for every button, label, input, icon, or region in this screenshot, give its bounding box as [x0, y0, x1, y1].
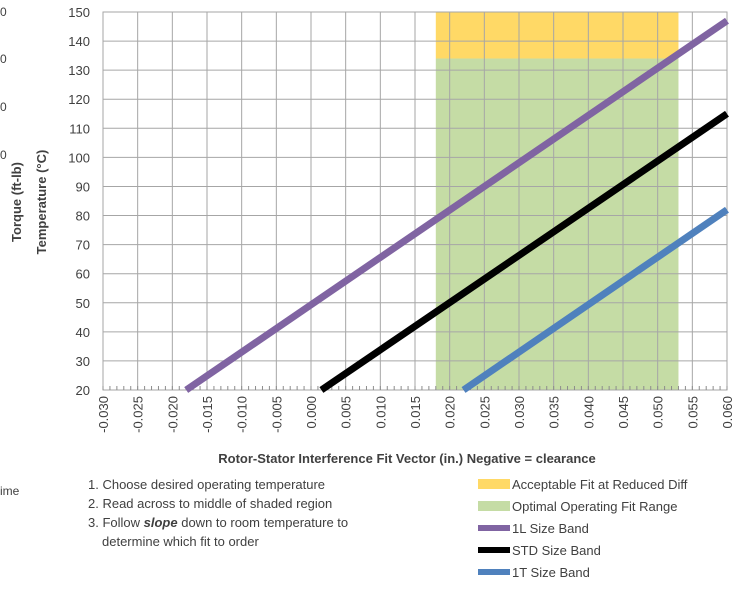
- instruction-step-3-text: 3. Follow: [88, 515, 144, 530]
- legend-label: Optimal Operating Fit Range: [512, 498, 678, 514]
- x-tick-label: 0.020: [443, 396, 458, 429]
- legend: Acceptable Fit at Reduced Diff Optimal O…: [478, 473, 687, 583]
- instruction-emphasis: slope: [143, 515, 178, 530]
- x-tick-label: -0.020: [165, 396, 180, 433]
- edge-fragment: 0: [0, 148, 7, 162]
- minor-ticks: [102, 386, 728, 390]
- x-tick-label: 0.000: [304, 396, 319, 429]
- legend-item-1l: 1L Size Band: [478, 517, 687, 539]
- x-tick-label: -0.030: [96, 396, 111, 433]
- instruction-step-3-continued: determine which fit to order: [102, 534, 259, 549]
- instruction-step-3-text-end: down to room temperature to: [177, 515, 349, 530]
- y-tick-label: 90: [76, 179, 90, 194]
- edge-fragment: 0: [0, 5, 7, 19]
- legend-label: 1L Size Band: [512, 520, 589, 536]
- legend-item-optimal: Optimal Operating Fit Range: [478, 495, 687, 517]
- y-tick-label: 70: [76, 238, 90, 253]
- series-line: [461, 206, 729, 393]
- edge-fragment: 0: [0, 100, 7, 114]
- x-tick-label: 0.005: [339, 396, 354, 429]
- legend-swatch-optimal: [478, 501, 510, 511]
- x-tick-labels: -0.030 -0.025 -0.020 -0.015 -0.010 -0.005 0.00…: [96, 396, 735, 433]
- x-tick-label: 0.050: [651, 396, 666, 429]
- instructions-list: 1. Choose desired operating temperature …: [88, 475, 348, 551]
- x-tick-label: 0.040: [581, 396, 596, 429]
- x-tick-label: 0.045: [616, 396, 631, 429]
- edge-fragment: ime: [0, 484, 20, 498]
- y-tick-labels: 20 30 40 50 60 70 80 90 100 110 120 130 140 150: [68, 5, 90, 398]
- y-tick-label: 110: [69, 121, 90, 136]
- y-tick-label: 60: [76, 267, 90, 282]
- x-tick-label: -0.010: [235, 396, 250, 433]
- legend-swatch-std: [478, 547, 510, 553]
- y-tick-label: 150: [68, 5, 90, 20]
- x-tick-label: 0.055: [685, 396, 700, 429]
- legend-label: STD Size Band: [512, 542, 601, 558]
- x-tick-label: 0.010: [373, 396, 388, 429]
- x-tick-label: -0.005: [269, 396, 284, 433]
- y-axis-title-temperature: Temperature (°C): [34, 150, 49, 255]
- x-tick-label: 0.030: [512, 396, 527, 429]
- instruction-step-2: 2. Read across to middle of shaded regio…: [88, 496, 333, 511]
- shaded-regions: [435, 12, 679, 391]
- x-tick-label: 0.015: [408, 396, 423, 429]
- x-tick-label: 0.060: [720, 396, 735, 429]
- series-line: [184, 17, 729, 393]
- y-tick-label: 100: [68, 150, 90, 165]
- y-tick-label: 130: [68, 63, 90, 78]
- y-tick-label: 80: [76, 209, 90, 224]
- shaded-region: [435, 12, 679, 59]
- x-tick-label: -0.015: [200, 396, 215, 433]
- legend-swatch-1t: [478, 569, 510, 575]
- series-line: [319, 110, 729, 393]
- legend-item-std: STD Size Band: [478, 539, 687, 561]
- y-tick-label: 40: [76, 325, 90, 340]
- y-tick-label: 20: [76, 383, 90, 398]
- legend-label: Acceptable Fit at Reduced Diff: [512, 476, 688, 492]
- legend-swatch-acceptable: [478, 479, 510, 489]
- y-tick-label: 120: [68, 92, 90, 107]
- legend-item-acceptable: Acceptable Fit at Reduced Diff: [478, 473, 687, 495]
- y-tick-label: 50: [76, 296, 90, 311]
- x-axis-title: Rotor-Stator Interference Fit Vector (in…: [218, 451, 595, 466]
- instruction-step-3: 3. Follow slope down to room temperature…: [88, 513, 348, 532]
- shaded-region: [435, 58, 679, 391]
- y-tick-label: 30: [76, 354, 90, 369]
- x-tick-label: -0.025: [131, 396, 146, 433]
- instruction-step-1: 1. Choose desired operating temperature: [88, 477, 326, 492]
- gridlines: [102, 11, 728, 391]
- legend-label: 1T Size Band: [512, 564, 590, 580]
- edge-fragment: 0: [0, 52, 7, 66]
- y-tick-label: 140: [68, 34, 90, 49]
- y-axis-title-torque: Torque (ft-lb): [9, 162, 24, 242]
- legend-item-1t: 1T Size Band: [478, 561, 687, 583]
- x-tick-label: 0.025: [477, 396, 492, 429]
- legend-swatch-1l: [478, 525, 510, 531]
- x-tick-label: 0.035: [547, 396, 562, 429]
- series-lines: [184, 17, 729, 393]
